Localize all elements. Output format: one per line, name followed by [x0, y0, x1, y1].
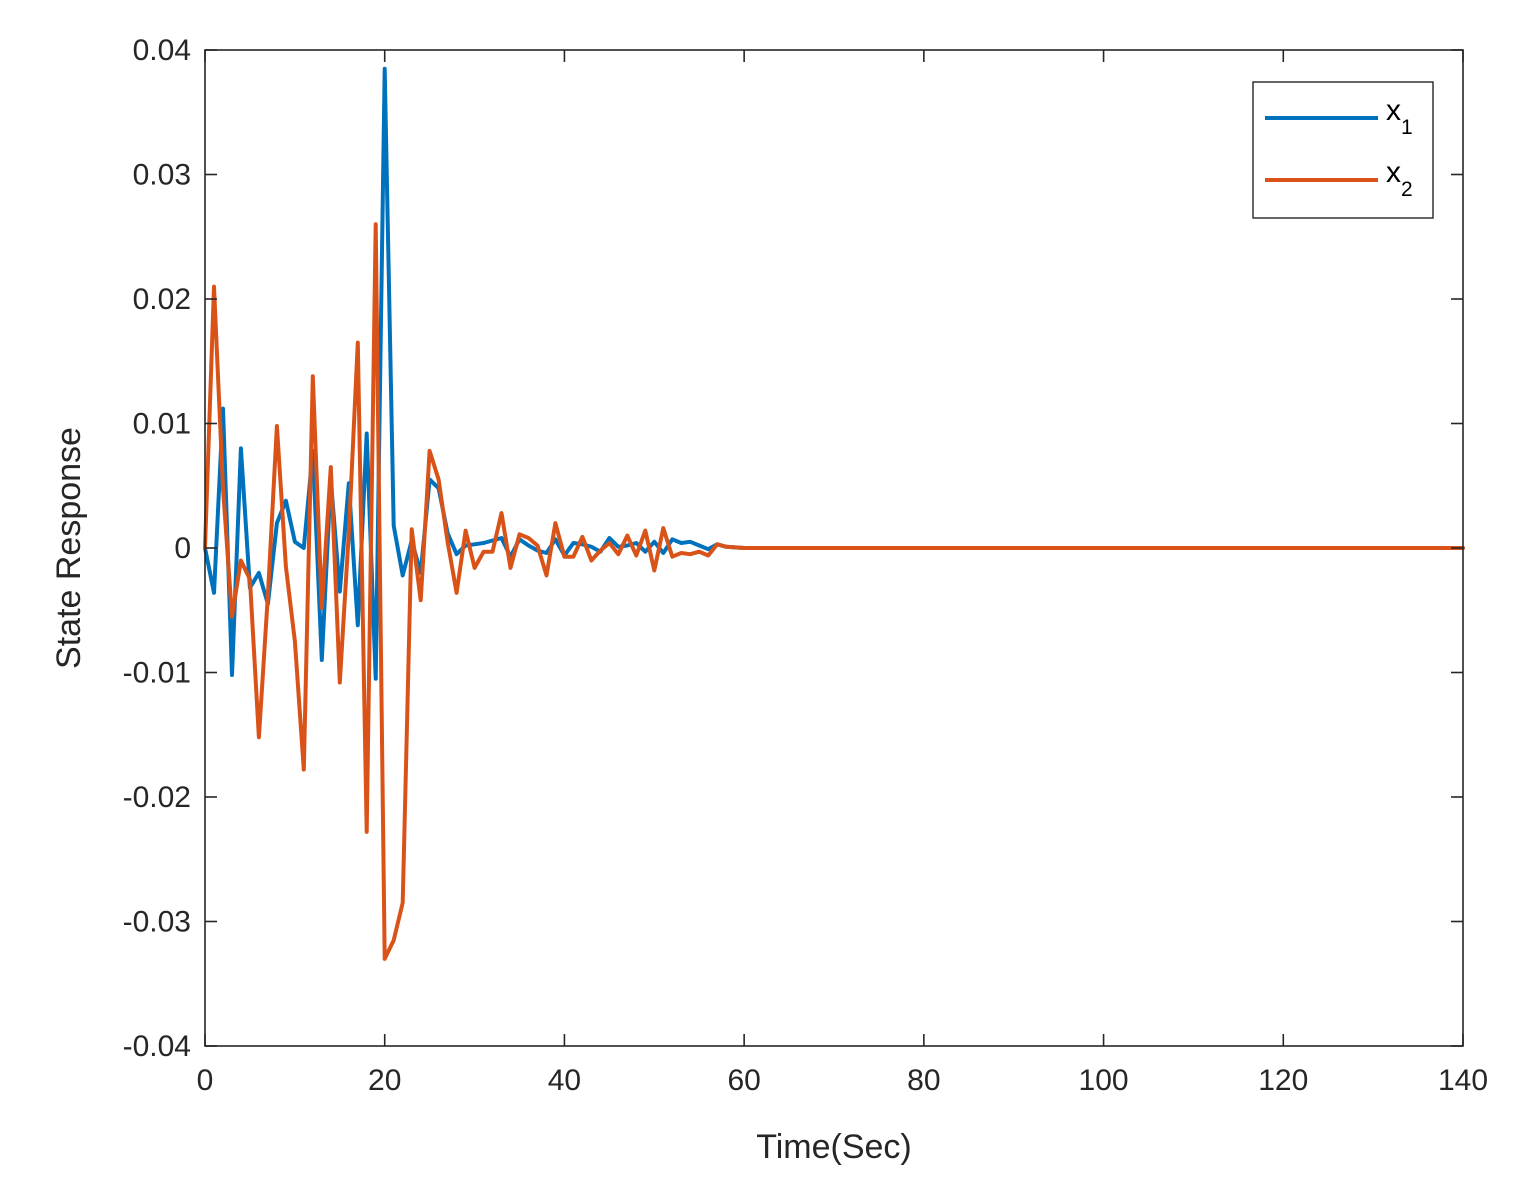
x-tick-label: 40 — [548, 1064, 581, 1097]
legend-box — [1252, 81, 1434, 219]
ticks-layer — [204, 49, 1464, 1047]
y-tick-label: 0.04 — [133, 34, 191, 67]
y-tick-label: 0 — [174, 532, 191, 565]
x-tick-label: 80 — [907, 1064, 940, 1097]
legend-label-x2: x2 — [1386, 156, 1413, 201]
x-tick-label: 60 — [727, 1064, 760, 1097]
legend-label-x1: x1 — [1386, 94, 1413, 139]
y-tick-label: 0.01 — [133, 408, 191, 441]
y-tick-label: 0.03 — [133, 159, 191, 192]
y-tick-label: -0.01 — [123, 657, 191, 690]
y-axis-title: State Response — [50, 427, 88, 669]
series-line-x2 — [203, 222, 1465, 961]
series-layer — [203, 66, 1465, 961]
x-tick-label: 0 — [197, 1064, 214, 1097]
tick-labels-layer: 0 20 40 60 80 100 120 140 -0.04 -0.03 -0.02 -0.01 0 0… — [123, 34, 1488, 1097]
y-tick-label: -0.02 — [123, 781, 191, 814]
y-tick-label: -0.03 — [123, 906, 191, 939]
x-tick-label: 100 — [1079, 1064, 1129, 1097]
y-tick-label: -0.04 — [123, 1030, 191, 1063]
y-tick-label: 0.02 — [133, 283, 191, 316]
x-tick-label: 140 — [1438, 1064, 1488, 1097]
x-axis-title: Time(Sec) — [756, 1128, 912, 1166]
x-tick-label: 20 — [368, 1064, 401, 1097]
x-tick-label: 120 — [1258, 1064, 1308, 1097]
